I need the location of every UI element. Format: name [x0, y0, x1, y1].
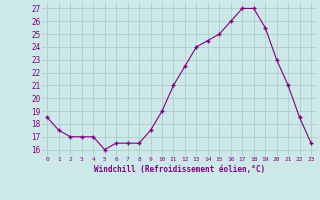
X-axis label: Windchill (Refroidissement éolien,°C): Windchill (Refroidissement éolien,°C) [94, 165, 265, 174]
